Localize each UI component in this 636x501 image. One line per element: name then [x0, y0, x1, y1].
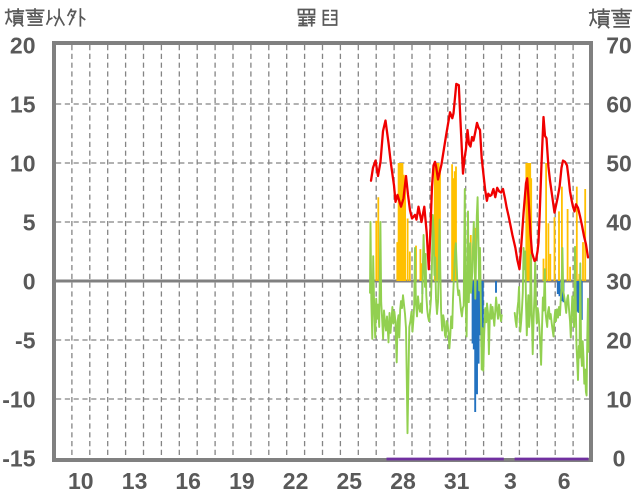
svg-text:50: 50 — [606, 150, 632, 176]
svg-text:20: 20 — [10, 32, 36, 58]
svg-text:-15: -15 — [2, 445, 35, 471]
svg-text:28: 28 — [390, 468, 416, 494]
svg-text:30: 30 — [606, 268, 632, 294]
svg-text:15: 15 — [10, 91, 36, 117]
svg-text:22: 22 — [283, 468, 309, 494]
svg-text:19: 19 — [229, 468, 255, 494]
svg-text:5: 5 — [23, 209, 36, 235]
svg-text:13: 13 — [122, 468, 148, 494]
svg-text:10: 10 — [606, 386, 632, 412]
svg-text:10: 10 — [68, 468, 94, 494]
svg-text:6: 6 — [558, 468, 571, 494]
svg-text:-10: -10 — [2, 386, 35, 412]
svg-text:70: 70 — [606, 32, 632, 58]
svg-text:0: 0 — [613, 445, 626, 471]
svg-text:60: 60 — [606, 91, 632, 117]
svg-text:-5: -5 — [15, 327, 36, 353]
svg-text:31: 31 — [444, 468, 470, 494]
svg-text:25: 25 — [337, 468, 363, 494]
svg-text:16: 16 — [175, 468, 201, 494]
svg-text:40: 40 — [606, 209, 632, 235]
svg-text:20: 20 — [606, 327, 632, 353]
svg-text:10: 10 — [10, 150, 36, 176]
svg-text:0: 0 — [23, 268, 36, 294]
svg-text:3: 3 — [504, 468, 517, 494]
